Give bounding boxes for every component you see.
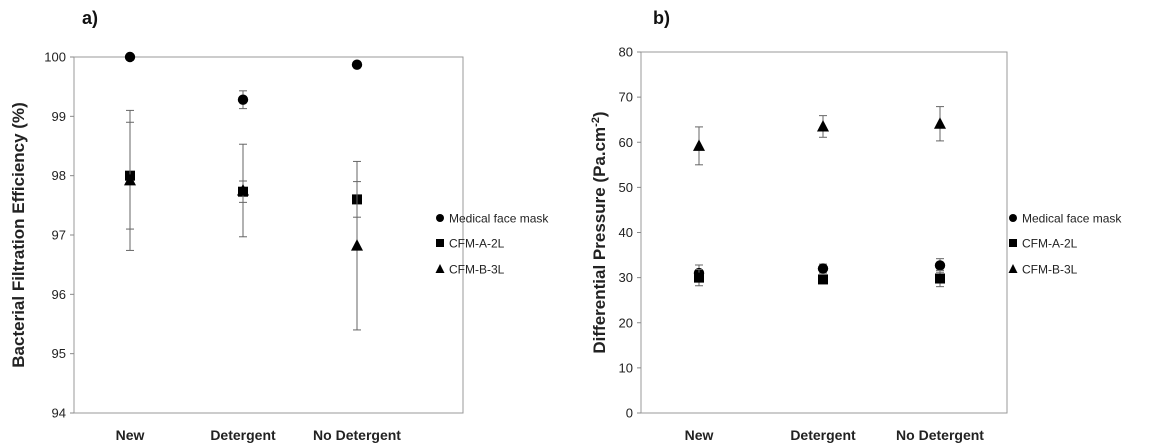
data-point-square: [818, 274, 828, 285]
y-tick-label: 96: [52, 287, 66, 302]
y-tick-label: 20: [619, 315, 633, 330]
y-tick-label: 10: [619, 360, 633, 375]
legend-label: CFM-B-3L: [449, 263, 505, 277]
x-category-label: Detergent: [790, 427, 856, 443]
y-tick-label: 70: [619, 90, 633, 105]
legend-label: Medical face mask: [1022, 212, 1122, 226]
legend-label: CFM-A-2L: [449, 237, 505, 251]
data-point-square: [694, 272, 704, 283]
data-point-triangle: [237, 184, 249, 196]
y-tick-label: 0: [626, 406, 633, 421]
data-point-circle: [817, 263, 829, 274]
y-tick-label: 30: [619, 270, 633, 285]
x-category-label: New: [116, 427, 145, 443]
legend-marker-triangle: [1008, 264, 1018, 273]
y-axis-label-suffix: ): [590, 111, 609, 117]
x-category-label: No Detergent: [313, 427, 401, 443]
panel-label: a): [82, 8, 98, 28]
legend-label: Medical face mask: [449, 212, 549, 226]
y-tick-label: 60: [619, 135, 633, 150]
series-circle: [124, 51, 363, 110]
x-category-label: No Detergent: [896, 427, 984, 443]
y-axis-label: Differential Pressure (Pa.cm-2): [590, 111, 609, 353]
y-axis-label-superscript: -2: [590, 117, 602, 127]
legend-marker-circle: [1009, 214, 1017, 222]
data-point-triangle: [817, 119, 829, 132]
data-point-circle: [124, 51, 136, 63]
data-point-triangle: [693, 139, 705, 151]
data-point-circle: [934, 260, 946, 271]
legend: Medical face mask CFM-A-2L CFM-B-3L: [1008, 212, 1122, 277]
data-point-triangle: [124, 173, 136, 186]
data-point-square: [935, 273, 945, 284]
y-tick-label: 98: [52, 168, 66, 183]
legend-marker-square: [1009, 239, 1017, 247]
chart-panel-2: 0 10 20 30 40 50 60 70 80 New Detergent No Detergen…: [590, 8, 1122, 443]
series-square: [694, 269, 945, 288]
plot-area-border: [640, 51, 1008, 414]
x-category-label: New: [685, 427, 714, 443]
legend-marker-square: [436, 239, 444, 247]
y-tick-label: 50: [619, 180, 633, 195]
series-triangle: [693, 106, 946, 166]
series-triangle: [124, 109, 363, 331]
y-axis-label: Bacterial Filtration Efficiency (%): [9, 102, 28, 367]
panel-label: b): [653, 8, 670, 28]
y-tick-label: 99: [52, 109, 66, 124]
x-category-label: Detergent: [210, 427, 276, 443]
data-point-circle: [237, 94, 249, 105]
y-tick-label: 95: [52, 346, 66, 361]
legend-label: CFM-B-3L: [1022, 263, 1078, 277]
data-point-circle: [351, 59, 363, 70]
y-tick-label: 100: [44, 50, 66, 65]
data-point-triangle: [351, 239, 363, 251]
legend-marker-circle: [436, 214, 444, 222]
y-tick-label: 94: [52, 406, 66, 421]
y-tick-label: 97: [52, 228, 66, 243]
legend-label: CFM-A-2L: [1022, 237, 1078, 251]
legend-marker-triangle: [435, 264, 445, 273]
legend: Medical face mask CFM-A-2L CFM-B-3L: [435, 212, 549, 277]
chart-panel-1: 94 95 96 97 98 99 100 New Detergent No Detergent B…: [9, 8, 549, 443]
y-tick-label: 80: [619, 45, 633, 60]
data-point-triangle: [934, 117, 946, 129]
y-tick-label: 40: [619, 225, 633, 240]
